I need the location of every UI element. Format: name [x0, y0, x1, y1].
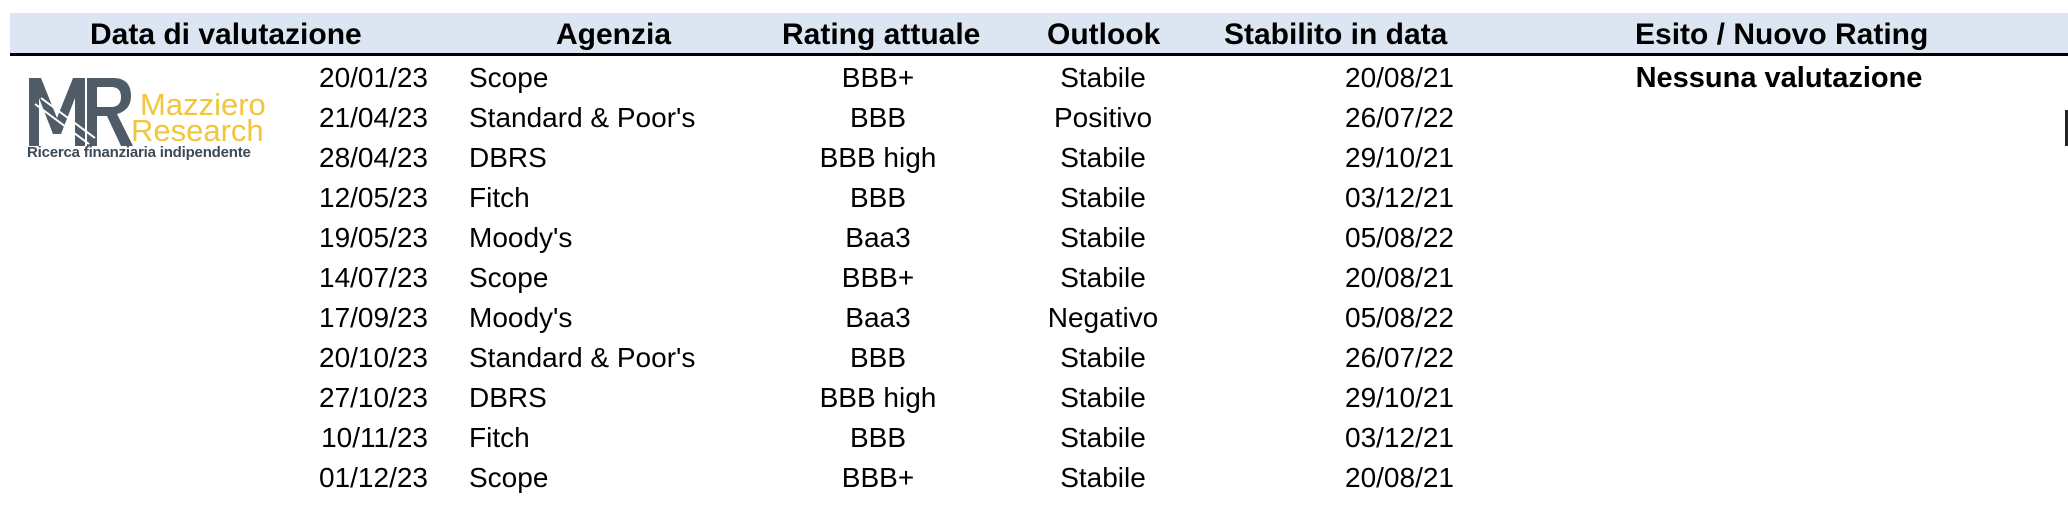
- cell-rating: Baa3: [845, 222, 911, 253]
- cell-result: Nessuna valutazione: [1635, 62, 1923, 94]
- cell-since: 05/08/22: [1345, 302, 1454, 333]
- cell-outlook: Stabile: [1060, 382, 1146, 413]
- logo-word-mazziero: Mazziero: [140, 87, 266, 122]
- cell-rating: BBB+: [841, 62, 915, 93]
- cell-date: 17/09/23: [319, 302, 428, 333]
- cell-agency: Scope: [469, 62, 549, 93]
- cell-date: 20/10/23: [319, 342, 428, 373]
- cell-rating: BBB+: [841, 462, 915, 493]
- cell-since: 05/08/22: [1345, 222, 1454, 253]
- cell-since: 20/08/21: [1345, 262, 1454, 293]
- cell-agency: Fitch: [469, 182, 530, 213]
- cell-date: 10/11/23: [321, 422, 428, 453]
- cell-agency: DBRS: [469, 142, 547, 173]
- cell-date: 27/10/23: [319, 382, 428, 413]
- cell-agency: DBRS: [469, 382, 547, 413]
- cell-rating: BBB: [849, 422, 907, 453]
- cell-outlook: Stabile: [1060, 462, 1146, 493]
- cell-since: 03/12/21: [1345, 182, 1454, 213]
- cell-agency: Standard & Poor's: [469, 342, 696, 373]
- cell-outlook: Stabile: [1060, 222, 1146, 253]
- cell-outlook: Stabile: [1060, 262, 1146, 293]
- cell-outlook: Stabile: [1060, 342, 1146, 373]
- header-outlook: Outlook: [1047, 18, 1161, 51]
- cell-date: 14/07/23: [319, 262, 428, 293]
- cell-rating: BBB: [849, 182, 907, 213]
- logo-word-research: Research: [131, 113, 264, 148]
- mazziero-research-logo-icon: [29, 78, 133, 146]
- cell-agency: Standard & Poor's: [469, 102, 696, 133]
- cell-date: 19/05/23: [319, 222, 428, 253]
- cell-since: 26/07/22: [1345, 342, 1454, 373]
- table-header-band: [10, 13, 2068, 54]
- cell-since: 26/07/22: [1345, 102, 1454, 133]
- cell-rating: BBB high: [819, 382, 937, 413]
- cell-since: 20/08/21: [1345, 462, 1454, 493]
- cell-date: 12/05/23: [319, 182, 428, 213]
- cell-since: 03/12/21: [1345, 422, 1454, 453]
- cell-outlook: Negativo: [1047, 302, 1159, 333]
- cell-outlook: Stabile: [1060, 422, 1146, 453]
- cell-agency: Scope: [469, 462, 549, 493]
- cell-outlook: Stabile: [1060, 62, 1146, 93]
- cell-date: 20/01/23: [319, 62, 428, 93]
- cell-agency: Scope: [469, 262, 549, 293]
- cell-agency: Fitch: [469, 422, 530, 453]
- header-result: Esito / Nuovo Rating: [1635, 18, 1929, 51]
- cell-date: 01/12/23: [319, 462, 428, 493]
- header-agency: Agenzia: [556, 18, 672, 51]
- cell-since: 29/10/21: [1345, 142, 1454, 173]
- cell-agency: Moody's: [469, 222, 573, 253]
- cell-date: 21/04/23: [319, 102, 428, 133]
- cell-rating: BBB+: [841, 262, 915, 293]
- edge-marker: [2065, 110, 2068, 146]
- cell-rating: Baa3: [845, 302, 911, 333]
- cell-agency: Moody's: [469, 302, 573, 333]
- cell-outlook: Stabile: [1060, 142, 1146, 173]
- cell-since: 20/08/21: [1345, 62, 1454, 93]
- header-since: Stabilito in data: [1224, 18, 1448, 51]
- header-divider: [10, 53, 2068, 56]
- cell-rating: BBB: [849, 102, 907, 133]
- cell-rating: BBB high: [819, 142, 937, 173]
- cell-since: 29/10/21: [1345, 382, 1454, 413]
- cell-outlook: Stabile: [1060, 182, 1146, 213]
- cell-date: 28/04/23: [319, 142, 428, 173]
- cell-rating: BBB: [849, 342, 907, 373]
- cell-outlook: Positivo: [1053, 102, 1153, 133]
- logo-tagline: Ricerca finanziaria indipendente: [27, 144, 251, 161]
- header-rating: Rating attuale: [782, 18, 981, 51]
- header-date: Data di valutazione: [90, 18, 362, 51]
